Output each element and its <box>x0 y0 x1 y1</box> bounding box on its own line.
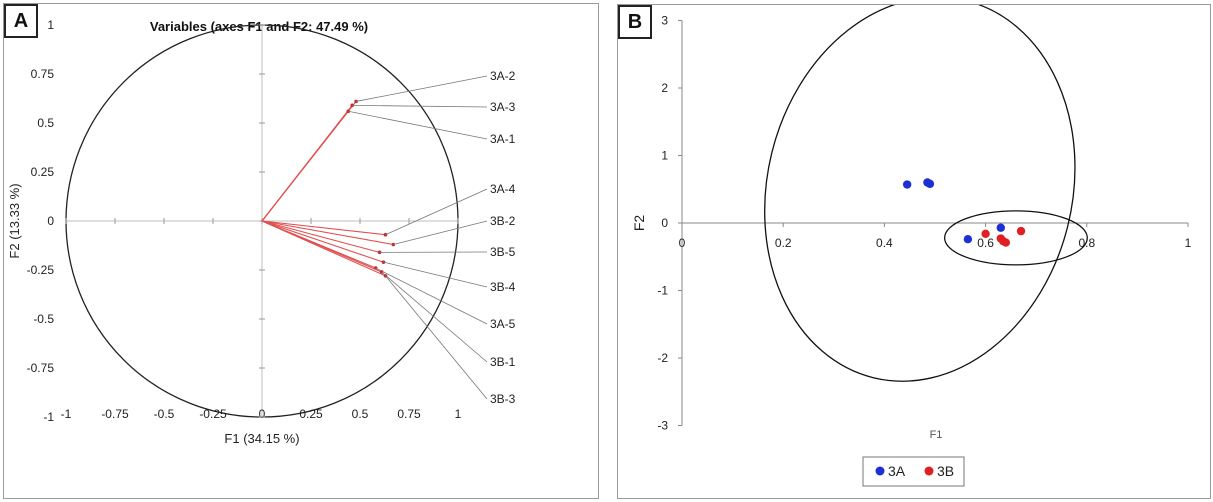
y-tick-label: 0 <box>47 214 54 228</box>
vector-label: 3B-4 <box>490 280 516 294</box>
y-tick-label: 0.75 <box>31 67 55 81</box>
data-point-3a <box>925 179 935 189</box>
leader-line-3a-1 <box>348 110 488 140</box>
x-tick-label: 1 <box>1185 236 1192 250</box>
x-axis-title: F1 <box>930 429 943 441</box>
confidence-ellipse-2 <box>943 210 1088 266</box>
x-tick-label: 0.25 <box>299 407 323 421</box>
panel-b-tag: B <box>618 5 652 39</box>
vector-label: 3B-2 <box>490 214 516 228</box>
loading-vector-3b-2 <box>261 220 394 246</box>
loading-point-3a-1 <box>346 109 351 114</box>
panel-a-tag: A <box>4 4 38 38</box>
y-tick-label: 1 <box>661 149 668 163</box>
x-tick-label: 0.4 <box>876 236 893 250</box>
vector-label: 3A-4 <box>490 182 516 196</box>
y-tick-label: 1 <box>47 18 54 32</box>
legend-marker-3a <box>875 466 885 476</box>
x-tick-label: -1 <box>61 407 72 421</box>
leader-line-3a-2 <box>356 75 488 102</box>
x-tick-label: 0 <box>679 236 686 250</box>
leader-line-3b-3 <box>385 275 488 400</box>
x-tick-label: 0 <box>259 407 266 421</box>
data-point-3a <box>996 223 1005 232</box>
y-tick-label: -0.5 <box>33 312 54 326</box>
x-tick-label: -0.25 <box>199 407 227 421</box>
leader-line-3b-1 <box>381 271 488 363</box>
x-tick-label: 0.75 <box>397 407 421 421</box>
y-tick-label: 0.5 <box>37 116 54 130</box>
chart-a-svg: Variables (axes F1 and F2: 47.49 %) -1 -0.… <box>7 18 516 446</box>
data-point-3a <box>963 235 973 244</box>
y-tick-label: 0.25 <box>31 165 55 179</box>
y-tick-label: -1 <box>657 284 668 298</box>
legend-label-3b: 3B <box>937 463 954 479</box>
leader-line-3b-2 <box>393 220 488 245</box>
vector-label: 3A-5 <box>490 317 516 331</box>
confidence-ellipse-1 <box>764 5 1076 382</box>
x-tick-label: 0.8 <box>1078 236 1095 250</box>
legend-box <box>862 456 965 487</box>
legend-marker-3b <box>924 466 934 476</box>
y-tick-label: 2 <box>661 81 668 95</box>
y-tick-label: 3 <box>661 14 668 28</box>
loading-vector-3a-1 <box>261 110 349 222</box>
x-tick-label: 0.6 <box>977 236 994 250</box>
loading-vector-3b-3 <box>261 220 386 277</box>
leader-line-3a-5 <box>375 267 488 325</box>
y-tick-label: -0.75 <box>27 361 55 375</box>
leader-line-3a-3 <box>352 104 488 108</box>
y-axis-title: F2 (13.33 %) <box>7 183 22 258</box>
vector-label: 3A-3 <box>490 100 516 114</box>
vector-label: 3B-5 <box>490 245 516 259</box>
x-tick-label: 0.2 <box>775 236 792 250</box>
chart-b-svg: 3 2 1 0 -1 -2 -3 0 0.2 0.4 0.6 0.8 1 F1 F2 3A 3B <box>631 5 1192 487</box>
leader-line-3b-4 <box>383 261 488 288</box>
panel-b: B 3 2 1 0 -1 -2 -3 0 0.2 0.4 0.6 0.8 1 F1 F2 3A 3B <box>617 4 1211 499</box>
x-tick-label: -0.5 <box>154 407 175 421</box>
y-tick-label: -2 <box>657 351 668 365</box>
y-axis-title: F2 <box>631 215 647 232</box>
vector-label: 3A-2 <box>490 69 516 83</box>
x-tick-label: 0.5 <box>352 407 369 421</box>
y-tick-label: -1 <box>43 410 54 424</box>
loading-vector-3b-4 <box>261 220 384 263</box>
data-point-3b <box>1016 226 1026 236</box>
vector-label: 3B-1 <box>490 355 516 369</box>
vector-label: 3A-1 <box>490 132 516 146</box>
loading-vector-3b-5 <box>261 220 380 253</box>
panel-a: A Variables (axes F1 and F2: 47.49 %) -1-… <box>3 3 599 499</box>
legend-label-3a: 3A <box>888 463 906 479</box>
y-tick-label: -0.25 <box>27 263 55 277</box>
vector-label: 3B-3 <box>490 392 516 406</box>
loading-vector-3a-4 <box>261 220 386 236</box>
data-point-3b <box>981 229 990 238</box>
leader-line-3a-4 <box>385 188 488 236</box>
x-tick-label: 1 <box>455 407 462 421</box>
x-axis-title: F1 (34.15 %) <box>224 431 299 446</box>
chart-a-title: Variables (axes F1 and F2: 47.49 %) <box>150 19 368 34</box>
data-point-3b <box>1001 238 1011 247</box>
y-tick-label: -3 <box>657 419 668 433</box>
x-tick-label: -0.75 <box>101 407 129 421</box>
data-point-3a <box>902 180 912 189</box>
y-tick-label: 0 <box>661 216 668 230</box>
